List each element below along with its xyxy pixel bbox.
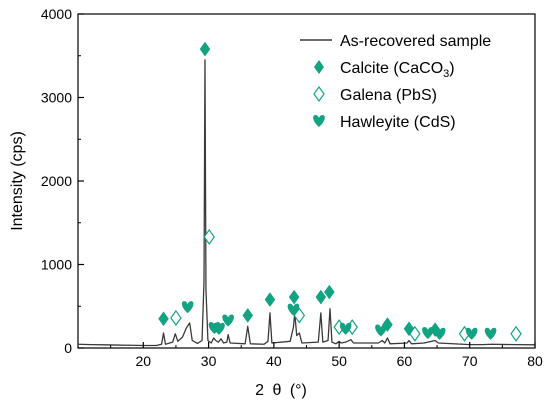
- legend-calcite-subscript: 3: [443, 68, 449, 80]
- legend: As-recovered sample Calcite (CaCO3) Gale…: [300, 33, 491, 131]
- hawleyite-marker: [484, 327, 497, 340]
- calcite-marker: [264, 292, 276, 308]
- hawleyite-marker: [339, 322, 352, 335]
- legend-calcite-end: ): [449, 60, 454, 77]
- galena-marker: [510, 325, 522, 342]
- hawleyite-marker: [433, 327, 446, 340]
- calcite-marker: [199, 41, 211, 57]
- galena-marker: [409, 325, 421, 342]
- x-tick-label: 40: [266, 353, 282, 369]
- x-tick-label: 80: [527, 353, 543, 369]
- legend-calcite-diamond-icon: [314, 60, 324, 74]
- legend-hawleyite-heart-icon: [313, 115, 325, 127]
- calcite-marker: [315, 289, 327, 305]
- x-tick-label: 50: [331, 353, 347, 369]
- data-layer: [77, 41, 536, 347]
- plot-area: [77, 13, 536, 349]
- xrd-pattern-line: [77, 59, 536, 347]
- calcite-marker: [288, 289, 300, 305]
- y-tick-label: 4000: [41, 6, 72, 22]
- galena-marker: [170, 309, 182, 326]
- hawleyite-marker: [222, 314, 234, 327]
- calcite-marker: [403, 321, 415, 337]
- x-tick-label: 70: [462, 353, 478, 369]
- x-tick-label: 20: [135, 353, 151, 369]
- hawleyite-marker: [465, 327, 478, 340]
- hawleyite-marker: [422, 326, 434, 339]
- hawleyite-marker: [375, 324, 387, 337]
- y-tick-label: 0: [64, 340, 72, 356]
- calcite-marker: [382, 317, 393, 333]
- legend-label-galena: Galena (PbS): [340, 87, 437, 104]
- x-tick-label: 30: [201, 353, 217, 369]
- x-axis-label-theta: θ: [272, 382, 281, 399]
- galena-marker: [203, 228, 215, 245]
- x-axis-label-prefix: 2: [255, 382, 264, 399]
- calcite-marker: [242, 308, 254, 323]
- plot-frame: [77, 13, 536, 349]
- y-axis-label: Intensity (cps): [9, 131, 26, 231]
- x-tick-label: 60: [397, 353, 413, 369]
- x-axis-label-unit: (°): [290, 382, 307, 399]
- legend-label-sample: As-recovered sample: [340, 33, 491, 50]
- x-axis-label: 2 θ (°): [255, 382, 307, 399]
- calcite-marker: [324, 284, 335, 300]
- hawleyite-marker: [213, 322, 225, 335]
- y-tick-label: 3000: [41, 90, 72, 106]
- legend-calcite-main: Calcite (CaCO: [340, 60, 443, 77]
- y-tick-label: 1000: [41, 257, 72, 273]
- axes: 20 30 40 50 60 70 80 0 1000 2000 3000 4000: [41, 6, 543, 369]
- legend-galena-open-diamond-icon: [313, 85, 325, 103]
- hawleyite-marker: [181, 301, 194, 314]
- y-tick-label: 2000: [41, 173, 72, 189]
- legend-label-hawleyite: Hawleyite (CdS): [340, 114, 456, 131]
- legend-label-calcite: Calcite (CaCO3): [340, 60, 455, 80]
- hawleyite-marker: [287, 303, 300, 316]
- calcite-marker: [158, 311, 169, 327]
